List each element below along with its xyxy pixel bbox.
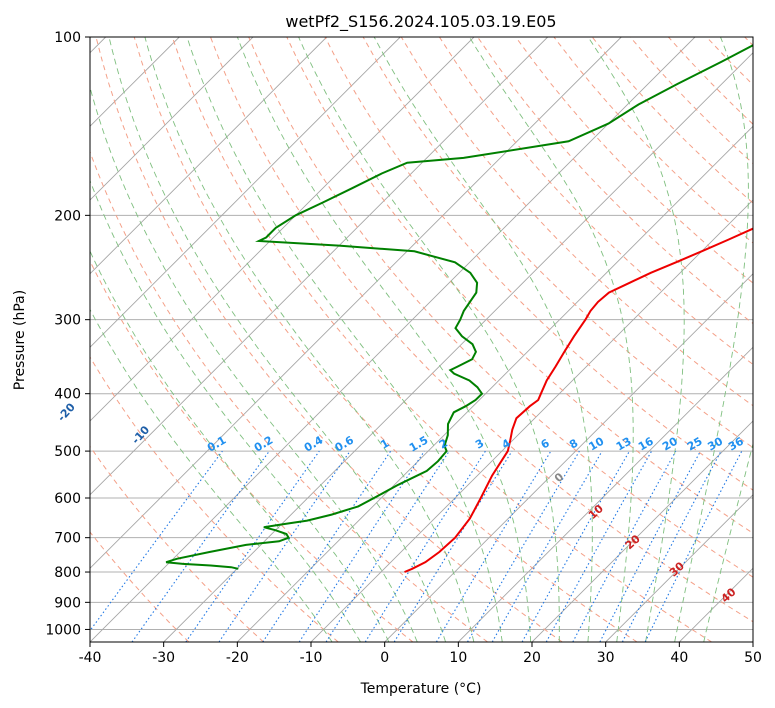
y-tick-label: 500 bbox=[54, 444, 81, 460]
x-tick-label: 50 bbox=[744, 650, 762, 666]
isotherm-line bbox=[90, 37, 401, 348]
isotherm-line bbox=[605, 494, 753, 642]
moist-adiabat-line bbox=[587, 37, 685, 642]
x-tick-label: 20 bbox=[523, 650, 541, 666]
dry-adiabat-line bbox=[90, 356, 339, 642]
moist-adiabat-line bbox=[186, 37, 503, 642]
temperature-line bbox=[404, 227, 753, 573]
dry-adiabat-line bbox=[438, 37, 753, 366]
mixing-ratio-line bbox=[393, 450, 513, 642]
chart-title: wetPf2_S156.2024.105.03.19.E05 bbox=[285, 12, 556, 32]
y-tick-label: 600 bbox=[54, 491, 81, 507]
background-lines bbox=[90, 37, 753, 642]
moist-adiabat-line bbox=[108, 37, 447, 642]
mixing-ratio-line bbox=[644, 450, 743, 642]
isotherm-line bbox=[90, 37, 549, 496]
x-tick-label: -10 bbox=[300, 650, 323, 666]
y-tick-label: 200 bbox=[54, 208, 81, 224]
mixing-ratio-line bbox=[218, 450, 351, 642]
moist-adiabat-line bbox=[144, 37, 475, 642]
moist-adiabat-line bbox=[90, 85, 418, 642]
mixing-ratio-line bbox=[262, 450, 392, 642]
x-tick-label: 10 bbox=[449, 650, 467, 666]
moist-adiabat-line bbox=[674, 37, 749, 642]
moist-adiabat-line bbox=[236, 37, 532, 642]
x-tick-label: -20 bbox=[226, 650, 249, 666]
mixing-ratio-line bbox=[325, 450, 450, 642]
y-tick-label: 700 bbox=[54, 531, 81, 547]
x-tick-label: 40 bbox=[670, 650, 688, 666]
dewpoint-line bbox=[165, 44, 753, 570]
x-tick-label: 30 bbox=[597, 650, 615, 666]
x-axis-label: Temperature (°C) bbox=[360, 681, 482, 697]
dry-adiabat-line bbox=[248, 37, 753, 578]
mixing-ratio-line bbox=[572, 450, 677, 642]
isotherm-line bbox=[90, 37, 328, 275]
dry-adiabat-line bbox=[286, 37, 753, 534]
y-tick-label: 800 bbox=[54, 565, 81, 581]
moist-adiabat-line bbox=[90, 249, 361, 642]
dry-adiabat-line bbox=[133, 37, 638, 642]
y-axis-label: Pressure (hPa) bbox=[12, 290, 28, 390]
profile-lines bbox=[165, 44, 753, 573]
axis-ticks: -40 -30 -20 -10 0 10 20 30 40 50 100 200 300 400 500 60… bbox=[45, 30, 762, 666]
dry-adiabat-line bbox=[95, 37, 563, 642]
moist-adiabat-line bbox=[703, 442, 753, 642]
x-tick-label: -30 bbox=[152, 650, 175, 666]
dry-adiabat-line bbox=[210, 37, 753, 623]
isotherm-line bbox=[236, 125, 753, 642]
isotherm-line bbox=[457, 346, 753, 642]
isotherm-line bbox=[531, 420, 753, 642]
dry-adiabat-line bbox=[515, 37, 753, 284]
mixing-ratio-line bbox=[90, 450, 223, 632]
isotherm-line bbox=[384, 273, 753, 642]
isotherm-line bbox=[90, 37, 696, 642]
isotherm-line bbox=[90, 37, 254, 201]
dry-adiabat-line bbox=[171, 37, 712, 642]
moist-adiabat-line bbox=[90, 308, 333, 642]
dry-adiabat-line bbox=[90, 150, 488, 642]
y-tick-label: 900 bbox=[54, 595, 81, 611]
mixing-ratio-line bbox=[521, 450, 630, 642]
moist-adiabat-line bbox=[298, 37, 560, 642]
mixing-ratio-line bbox=[185, 450, 320, 642]
x-tick-label: -40 bbox=[79, 650, 102, 666]
y-tick-label: 400 bbox=[54, 387, 81, 403]
moist-adiabat-line bbox=[90, 179, 390, 642]
y-tick-label: 300 bbox=[54, 313, 81, 329]
dry-adiabat-line bbox=[400, 37, 753, 407]
isotherm-line bbox=[90, 37, 622, 569]
x-tick-label: 0 bbox=[380, 650, 389, 666]
y-tick-label: 100 bbox=[54, 30, 81, 46]
dry-adiabat-line bbox=[90, 445, 264, 642]
plot-frame bbox=[89, 36, 754, 643]
moist-adiabat-line bbox=[373, 37, 593, 642]
mixing-ratio-line bbox=[298, 450, 425, 642]
y-tick-label: 1000 bbox=[45, 622, 81, 638]
mixing-ratio-line bbox=[545, 450, 653, 642]
dry-adiabat-line bbox=[90, 531, 190, 642]
